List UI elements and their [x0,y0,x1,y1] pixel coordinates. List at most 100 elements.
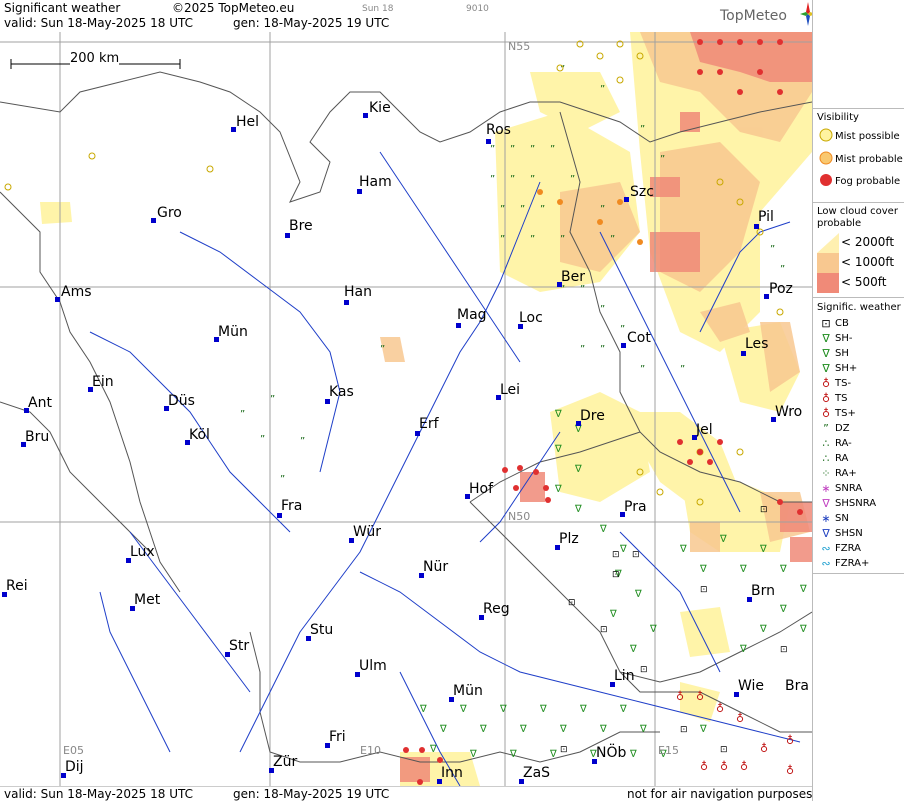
city-label[interactable]: Köl [185,427,210,445]
svg-text:”: ” [510,144,515,155]
city-label[interactable]: Pil [754,209,774,229]
svg-text:∇: ∇ [459,704,467,715]
city-label[interactable]: Rei [2,578,28,597]
svg-text:∇: ∇ [649,624,657,635]
legend-shsnra: ∇ SHSNRA [817,496,876,510]
city-label[interactable]: Ulm [355,658,387,677]
footer: valid: Sun 18-May-2025 18 UTC gen: 18-Ma… [0,786,812,802]
city-label[interactable]: Gro [151,205,182,223]
city-label[interactable]: Lux [126,544,155,563]
city-label[interactable]: Kie [363,100,391,118]
thunderstorm-symbols: ♁ ♁ ♁ ♁ ♁ ♁ ♁ ♁ ♁ ♁ [676,690,794,777]
svg-text:”: ” [300,436,305,447]
city-label[interactable]: Bru [21,429,49,447]
city-label[interactable]: Düs [164,393,195,411]
svg-text:♁: ♁ [696,690,704,703]
city-label[interactable]: Zür [269,754,297,773]
svg-text:∇: ∇ [739,564,747,575]
city-label[interactable]: Ant [24,395,52,413]
logo-text: TopMeteo [720,8,787,24]
city-label[interactable]: Poz [764,281,793,299]
svg-text:∇: ∇ [619,704,627,715]
svg-text:∇: ∇ [699,724,707,735]
city-label[interactable]: Jel [692,422,713,440]
legend-sn: ∗ SN [817,511,848,525]
svg-text:∇: ∇ [579,704,587,715]
city-label[interactable]: Cot [621,330,651,348]
city-label[interactable]: Inn [437,765,463,784]
thunderstorm-light-icon: ♁ [821,376,831,390]
svg-text:”: ” [500,234,505,245]
city-label[interactable]: Reg [479,601,510,620]
city-label[interactable]: Ber [557,269,585,287]
city-label[interactable]: Hel [231,114,259,132]
city-label[interactable]: Ams [55,284,92,302]
city-label[interactable]: Ros [486,122,511,144]
city-label[interactable]: Hof [465,481,493,499]
city-label[interactable]: Fri [325,729,346,748]
svg-text:∇: ∇ [439,724,447,735]
svg-text:∇: ∇ [659,749,667,760]
city-label[interactable]: Bra [785,678,809,694]
city-label[interactable]: Stu [306,622,333,641]
graticule [0,32,812,786]
legend-mist-possible: Mist possible [817,128,900,143]
city-label[interactable]: Lin [610,668,635,687]
city-label[interactable]: Str [225,638,249,657]
city-label[interactable]: ZaS [519,765,550,784]
legend-cb: ⊡ CB [817,316,848,330]
mist-probable-symbols [537,189,643,245]
grid-label-n50: N50 [508,510,531,523]
svg-text:”: ” [280,474,285,485]
svg-text:”: ” [560,284,565,295]
city-label[interactable]: Nür [419,559,448,578]
city-label[interactable]: Ein [88,374,114,392]
city-label[interactable]: Bre [285,218,313,238]
city-label[interactable]: Mün [214,324,248,342]
city-label[interactable]: Les [741,336,768,356]
city-label[interactable]: Lei [496,382,520,400]
city-label[interactable]: Wie [734,678,764,697]
scale-label: 200 km [70,51,120,66]
city-label[interactable]: Szc [624,184,654,202]
city-label[interactable]: Fra [277,498,302,518]
snow-icon: ∗ [821,511,831,525]
svg-text:⊡: ⊡ [720,745,728,755]
weather-map[interactable]: ”””” ”””” ”””” ”””” ”””” ”””” ”””” ”””” … [0,32,812,786]
legend-panel: Visibility Mist possible Mist probable F… [812,0,904,801]
city-label[interactable]: Han [344,284,372,305]
city-label[interactable]: Wro [771,404,802,422]
city-label[interactable]: Kas [325,384,354,404]
shower-heavy-icon: ∇ [822,361,830,375]
shower-snow-icon: ∇ [822,526,830,540]
city-label[interactable]: Dij [61,759,84,778]
svg-text:∇: ∇ [559,724,567,735]
city-label[interactable]: Dre [576,408,605,426]
svg-text:∇: ∇ [554,484,562,495]
city-label[interactable]: Mün [449,683,483,702]
city-label[interactable]: Mag [456,307,487,328]
city-label[interactable]: Loc [518,310,543,329]
city-label[interactable]: Pra [620,499,647,517]
svg-text:∇: ∇ [574,464,582,475]
city-label[interactable]: NÖb [592,745,626,764]
city-label[interactable]: Wür [349,524,381,543]
svg-text:∇: ∇ [739,644,747,655]
legend-shsn: ∇ SHSN [817,526,862,540]
city-label[interactable]: Plz [555,531,579,550]
city-label[interactable]: Brn [747,583,775,602]
svg-text:”: ” [490,174,495,185]
grid-label-n55: N55 [508,40,531,53]
borders [0,71,812,763]
city-label[interactable]: Ham [357,174,392,194]
city-label[interactable]: Erf [415,416,439,436]
svg-text:∇: ∇ [599,724,607,735]
svg-text:♁: ♁ [716,702,724,715]
svg-text:∇: ∇ [574,504,582,515]
svg-text:⊡: ⊡ [612,570,620,580]
city-label[interactable]: Met [130,592,160,611]
legend-lowcloud-title-2: probable [817,218,862,229]
rain-heavy-icon: ⁘ [821,466,831,480]
cb-symbols: ⊡ ⊡ ⊡ ⊡ ⊡ ⊡ ⊡ ⊡ ⊡ ⊡ ⊡ ⊡ [560,505,788,755]
legend-lowcloud-2000: < 2000ft [841,235,895,249]
